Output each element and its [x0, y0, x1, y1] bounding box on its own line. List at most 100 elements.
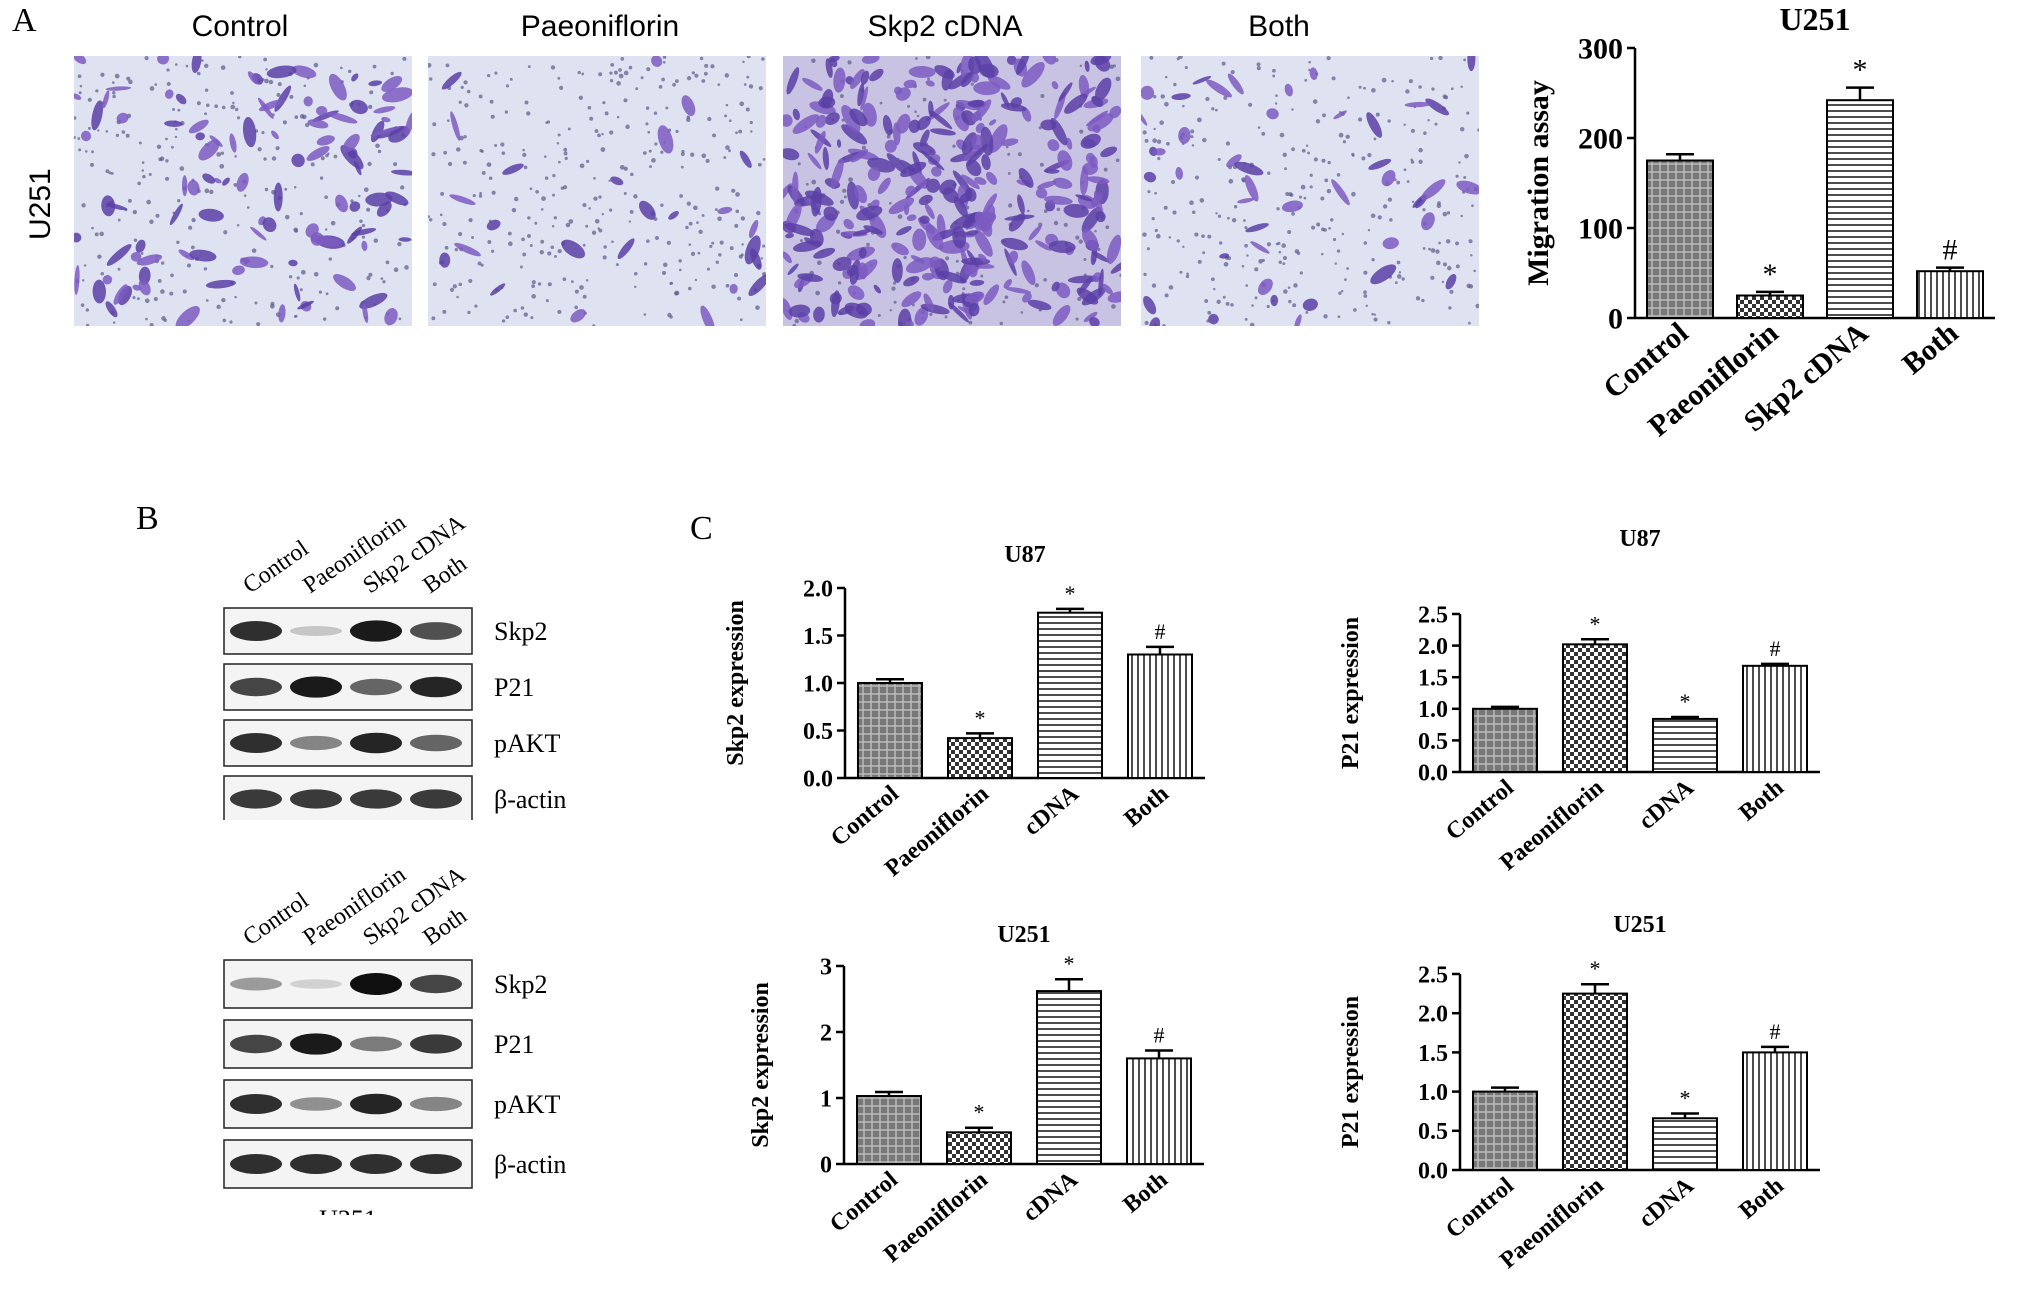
stained-cell [860, 86, 869, 111]
pore-dot [1410, 160, 1415, 164]
pore-dot [204, 188, 210, 194]
pore-dot [540, 239, 545, 244]
pore-dot [264, 78, 269, 84]
pore-dot [952, 144, 956, 148]
stained-cell [398, 237, 412, 242]
chart-title: U87 [1004, 542, 1045, 568]
pore-dot [582, 294, 587, 299]
chart-title: U87 [1619, 526, 1660, 552]
pore-dot [529, 244, 533, 247]
pore-dot [1308, 60, 1311, 64]
y-tick-label: 0.0 [1418, 1158, 1448, 1184]
pore-dot [144, 56, 149, 61]
pore-dot [1363, 290, 1367, 295]
y-tick-label: 3 [820, 954, 832, 980]
pore-dot [1007, 172, 1011, 175]
pore-dot [543, 155, 547, 158]
stained-cell [825, 112, 840, 125]
pore-dot [456, 147, 461, 152]
pore-dot [138, 141, 142, 145]
pore-dot [687, 286, 692, 291]
pore-dot [282, 120, 288, 125]
pore-dot [1313, 157, 1318, 162]
pore-dot [94, 232, 99, 237]
pore-dot [1353, 308, 1357, 312]
pore-dot [300, 269, 306, 275]
pore-dot [557, 249, 562, 254]
pore-dot [1254, 267, 1259, 272]
pore-dot [100, 72, 105, 77]
pore-dot [839, 94, 844, 98]
blot-band [350, 620, 402, 642]
stained-cell [850, 149, 869, 163]
stained-cell [923, 293, 934, 312]
pore-dot [527, 233, 531, 238]
pore-dot [545, 121, 548, 124]
stained-cell [1227, 73, 1244, 95]
pore-dot [265, 68, 268, 71]
stained-cell [376, 201, 392, 217]
pore-dot [597, 133, 601, 138]
pore-dot [1202, 137, 1207, 143]
pore-dot [87, 97, 92, 102]
pore-dot [553, 216, 557, 220]
pore-dot [1285, 192, 1290, 196]
pore-dot [458, 232, 463, 237]
bar-paeoniflorin [1562, 992, 1628, 1171]
pore-dot [709, 244, 713, 249]
pore-dot [1256, 62, 1261, 67]
stained-cell [91, 100, 104, 131]
pore-dot [91, 150, 94, 154]
pore-dot [270, 264, 274, 269]
pore-dot [558, 160, 561, 164]
y-tick-label: 0 [820, 1152, 832, 1178]
pore-dot [489, 99, 494, 104]
pore-dot [1448, 306, 1452, 310]
y-tick-label: 2.0 [1418, 634, 1448, 660]
stained-cell [973, 81, 1001, 96]
stained-cell [1043, 195, 1073, 205]
stained-cell [1091, 192, 1103, 208]
pore-dot [680, 152, 685, 157]
pore-dot [487, 240, 492, 244]
stained-cell [213, 177, 222, 184]
stained-cell [905, 185, 916, 197]
bar-cdna [1652, 717, 1718, 774]
pore-dot [602, 255, 607, 260]
stained-cell [328, 73, 347, 101]
pore-dot [725, 103, 729, 107]
pore-dot [431, 152, 436, 157]
stained-cell [966, 249, 979, 268]
pore-dot [704, 63, 709, 68]
x-tick-label: Control [1441, 774, 1519, 845]
pore-dot [711, 241, 715, 245]
pore-dot [1330, 218, 1334, 222]
stained-cell [1284, 83, 1293, 97]
pore-dot [509, 77, 513, 81]
stained-cell [291, 65, 317, 79]
pore-dot [1241, 177, 1246, 182]
pore-dot [735, 192, 740, 197]
bar-control [857, 682, 923, 779]
pore-dot [1038, 222, 1043, 227]
pore-dot [1442, 211, 1448, 217]
pore-dot [507, 231, 512, 236]
pore-dot [635, 87, 639, 91]
pore-dot [320, 156, 325, 161]
stained-cell [1404, 101, 1432, 108]
pore-dot [628, 65, 633, 70]
western-blot-u87: Control Paeoniflorin Skp2 cDNA Both Skp2 P21 p… [210, 490, 610, 866]
pore-dot [565, 222, 571, 228]
stained-cell [1309, 67, 1318, 80]
pore-dot [160, 261, 165, 265]
stained-cell [978, 253, 987, 262]
pore-dot [552, 193, 556, 197]
pore-dot [762, 158, 766, 161]
stained-cell [960, 71, 975, 88]
pore-dot [1438, 56, 1443, 61]
pore-dot [246, 206, 250, 209]
pore-dot [78, 148, 82, 152]
pore-dot [81, 279, 85, 282]
stained-cell [370, 126, 402, 137]
pore-dot [811, 179, 817, 185]
